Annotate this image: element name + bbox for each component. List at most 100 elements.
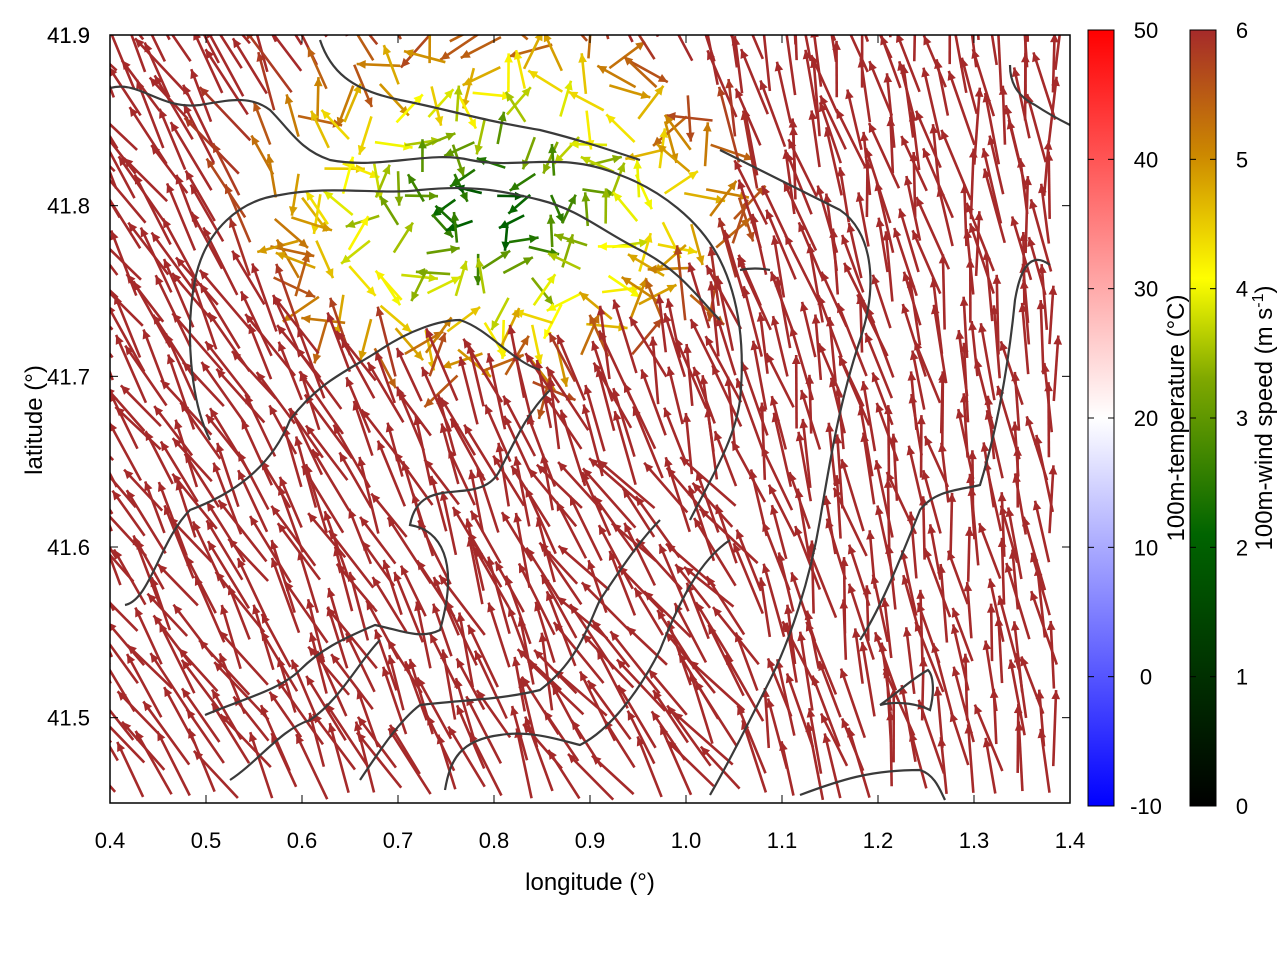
wind-vector <box>268 404 298 455</box>
wind-vector <box>792 0 813 32</box>
wind-vector <box>215 367 266 424</box>
wind-vector <box>978 322 996 401</box>
wind-vector <box>394 171 404 206</box>
wind-vector <box>382 559 403 616</box>
wind-vector <box>144 430 174 485</box>
wind-vector <box>333 546 354 612</box>
wind-vector <box>454 260 468 297</box>
colorbar-tick-label: 10 <box>1134 535 1158 560</box>
wind-vector <box>358 318 373 361</box>
wind-vector <box>110 626 113 631</box>
wind-vector <box>110 35 136 90</box>
wind-vector <box>978 522 1002 580</box>
wind-vector <box>770 504 788 560</box>
wind-vector <box>785 672 815 748</box>
wind-vector <box>998 85 1008 145</box>
contour-line <box>859 258 1051 641</box>
wind-vector <box>938 254 948 330</box>
wind-vector <box>785 152 813 215</box>
wind-vector <box>677 35 694 62</box>
wind-vector <box>352 400 374 457</box>
colorbar-tick-label: 3 <box>1236 406 1248 431</box>
wind-vector <box>665 298 682 358</box>
wind-vector <box>1044 382 1053 458</box>
wind-label-end: ) <box>1251 286 1278 294</box>
wind-vector <box>904 175 922 241</box>
wind-vector <box>134 607 163 665</box>
wind-vector <box>852 628 864 684</box>
wind-vector <box>633 587 665 636</box>
wind-vector <box>165 182 197 251</box>
wind-vector <box>513 49 527 89</box>
wind-vector <box>294 35 303 46</box>
wind-vector <box>450 211 460 243</box>
wind-vector <box>355 731 403 789</box>
wind-vector <box>1011 371 1021 431</box>
wind-vector <box>439 35 479 61</box>
wind-vector <box>704 335 743 404</box>
wind-vector <box>806 243 824 323</box>
wind-vector <box>110 391 139 450</box>
wind-vector <box>110 507 114 515</box>
wind-vector <box>908 111 921 171</box>
wind-vector <box>909 151 919 218</box>
wind-vector <box>1019 279 1031 345</box>
wind-vector <box>707 281 720 357</box>
wind-vector <box>466 536 484 605</box>
wind-vector <box>426 275 462 295</box>
wind-vector <box>586 679 632 740</box>
wind-vector <box>655 35 660 38</box>
wind-vector <box>133 173 172 246</box>
wind-vector <box>663 312 687 378</box>
wind-vector <box>540 574 578 639</box>
wind-vector <box>901 574 921 631</box>
wind-vector <box>158 622 196 694</box>
wind-vector <box>751 35 765 60</box>
wind-vector <box>277 485 305 553</box>
wind-vector <box>325 702 370 768</box>
wind-vector <box>732 542 764 615</box>
y-axis-title: latitude (°) <box>21 365 48 475</box>
contour-line <box>229 639 381 781</box>
wind-vector <box>784 604 797 665</box>
wind-vector <box>633 159 642 198</box>
wind-vector <box>171 312 224 372</box>
wind-vector <box>456 612 475 688</box>
wind-vector <box>110 649 114 658</box>
wind-vector <box>847 583 875 660</box>
wind-vector <box>1004 562 1031 640</box>
wind-vector <box>345 376 372 434</box>
wind-vector <box>486 556 511 635</box>
wind-vector <box>923 547 952 618</box>
wind-vector <box>126 644 174 690</box>
wind-vector <box>110 306 146 373</box>
wind-vector <box>294 252 310 297</box>
wind-vector <box>1047 76 1060 143</box>
x-tick-label: 1.3 <box>959 828 990 853</box>
wind-vector <box>938 373 948 451</box>
wind-vector <box>617 684 657 749</box>
wind-vector <box>504 575 532 645</box>
wind-vector <box>347 508 373 565</box>
wind-vector <box>463 423 500 481</box>
wind-vector <box>884 405 893 480</box>
wind-vector <box>580 581 632 633</box>
wind-vector <box>255 35 269 73</box>
wind-vector <box>273 276 316 299</box>
wind-vector <box>134 730 173 795</box>
wind-vector <box>443 141 475 158</box>
wind-vector <box>182 84 215 148</box>
wind-vector <box>986 603 996 662</box>
wind-vector <box>500 511 533 562</box>
wind-vector <box>505 86 532 116</box>
wind-vector <box>882 231 894 302</box>
wind-vector <box>757 402 767 480</box>
wind-vector <box>215 442 240 508</box>
contour-line <box>879 668 934 712</box>
wind-vector <box>502 395 537 457</box>
wind-vector <box>622 55 658 89</box>
wind-vector <box>110 545 118 560</box>
wind-vector <box>647 668 688 716</box>
wind-vector <box>244 313 297 377</box>
